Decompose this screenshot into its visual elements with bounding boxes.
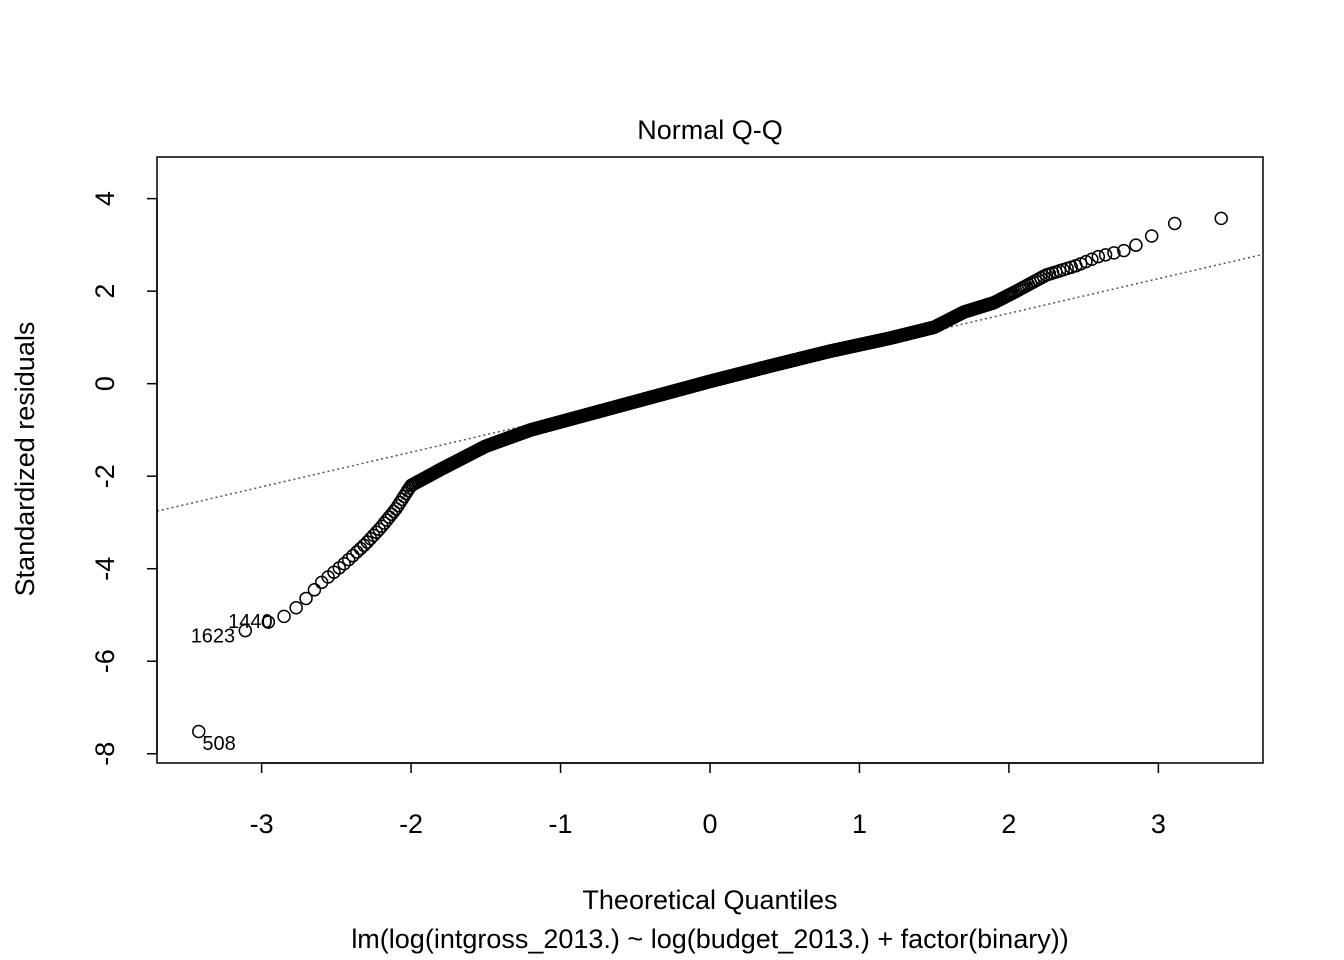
x-tick-label: 1 <box>852 809 867 839</box>
x-axis: -3 -2 -1 0 1 2 3 <box>250 762 1166 839</box>
x-tick-label: 3 <box>1151 809 1166 839</box>
x-tick-label: 0 <box>702 809 717 839</box>
data-point <box>1079 254 1093 269</box>
data-point <box>350 545 364 559</box>
data-point <box>1117 243 1131 258</box>
reference-line-layer <box>157 253 1263 512</box>
data-point <box>299 591 313 606</box>
data-point <box>261 615 276 629</box>
y-tick-label: 0 <box>90 376 120 391</box>
x-axis-title: Theoretical Quantiles <box>582 885 837 915</box>
data-point <box>341 552 356 567</box>
points-layer <box>192 211 1228 739</box>
data-point <box>332 561 347 575</box>
point-label-508: 508 <box>202 733 235 755</box>
data-point <box>238 623 253 638</box>
reference-line <box>157 253 1263 512</box>
y-tick-label: -8 <box>90 742 120 766</box>
y-tick-label: -6 <box>90 649 120 673</box>
x-tick-label: -2 <box>399 809 423 839</box>
data-point <box>1085 252 1099 266</box>
data-point <box>1214 211 1228 226</box>
point-label-1440: 1440 <box>228 611 273 633</box>
data-point <box>357 538 371 553</box>
x-tick-label: -1 <box>549 809 573 839</box>
data-point <box>1098 248 1113 262</box>
y-tick-label: 2 <box>90 284 120 299</box>
y-tick-label: 4 <box>90 191 120 206</box>
x-tick-label: -3 <box>250 809 274 839</box>
point-label-1623: 1623 <box>191 625 236 647</box>
data-point <box>307 583 322 597</box>
data-point <box>1107 246 1121 260</box>
x-tick-label: 2 <box>1001 809 1016 839</box>
y-tick-label: -2 <box>90 464 120 488</box>
data-point <box>1129 238 1143 252</box>
data-point <box>289 600 303 615</box>
chart-subtitle: lm(log(intgross_2013.) ~ log(budget_2013… <box>351 924 1068 954</box>
data-point <box>1144 229 1159 243</box>
y-axis: -8 -6 -4 -2 0 2 4 <box>90 191 158 766</box>
data-point <box>337 557 351 571</box>
data-point <box>1091 249 1106 264</box>
y-axis-title: Standardized residuals <box>10 322 40 597</box>
data-point <box>277 609 291 624</box>
plot-frame <box>156 156 1264 764</box>
y-tick-label: -4 <box>90 557 120 581</box>
data-point <box>1167 216 1182 231</box>
chart-title: Normal Q-Q <box>637 115 783 145</box>
data-point <box>346 548 360 563</box>
data-point <box>353 541 368 556</box>
data-point <box>192 724 206 739</box>
